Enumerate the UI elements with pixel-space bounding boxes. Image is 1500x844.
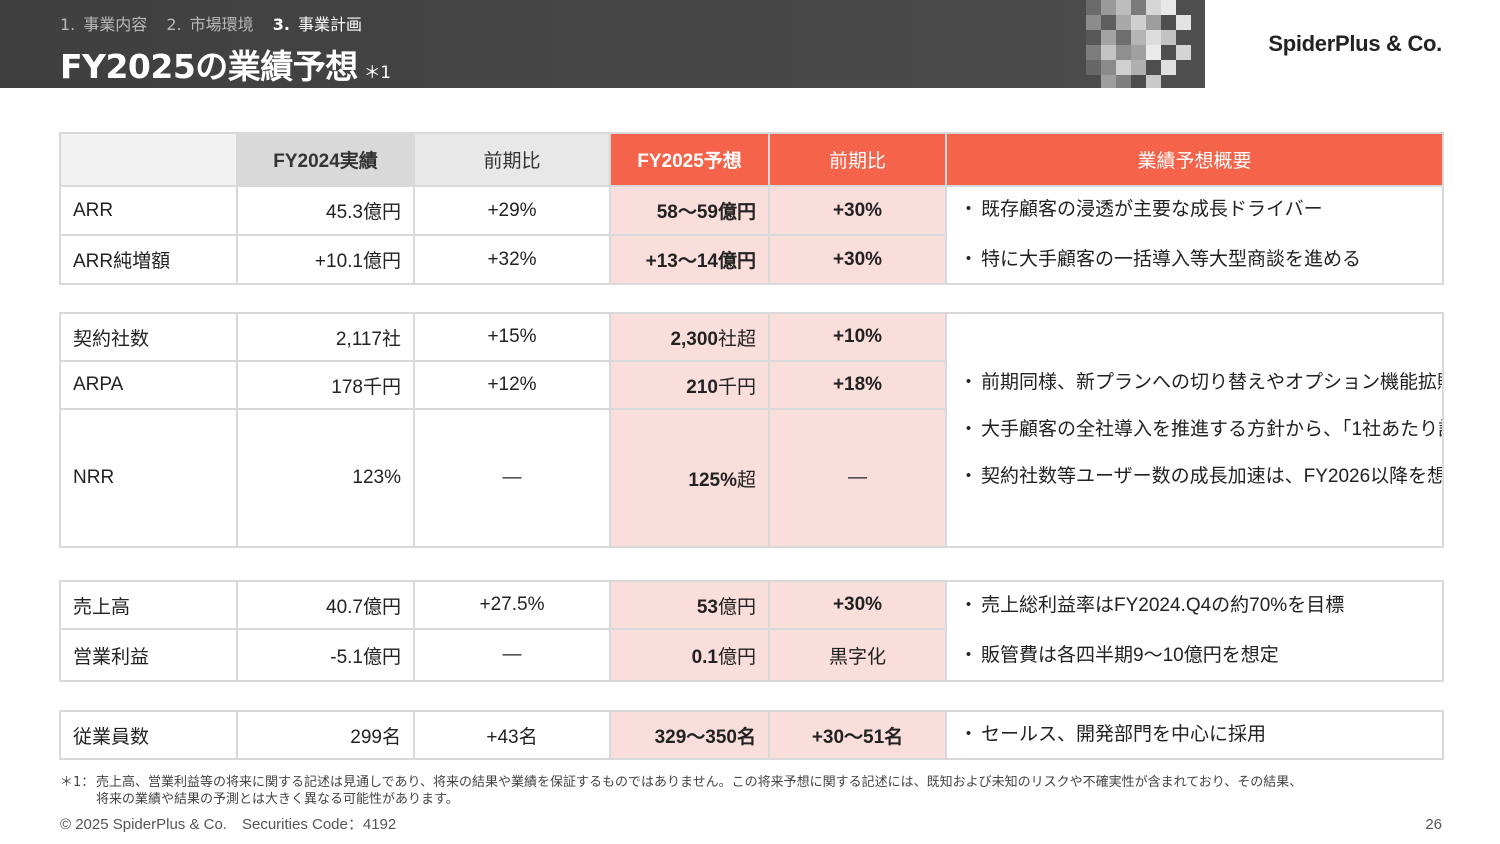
row-label: 従業員数 <box>59 710 238 760</box>
page-number: 26 <box>1425 816 1442 833</box>
fy2024-value: -5.1億円 <box>236 628 415 682</box>
header-fy2025: FY2025予想 <box>609 132 770 187</box>
header-yoy-2025: 前期比 <box>768 132 947 187</box>
summary-bullet: ・売上総利益率はFY2024.Q4の約70%を目標 <box>959 595 1345 616</box>
fy2024-value: 178千円 <box>236 360 415 410</box>
mosaic-pattern <box>1086 0 1191 88</box>
footnote: ＊1： 売上高、営業利益等の将来に関する記述は見通しであり、将来の結果や業績を保証… <box>60 774 1460 808</box>
table-header-row: FY2024実績 前期比 FY2025予想 前期比 業績予想概要 <box>59 132 1444 187</box>
yoy-2025-value: +30% <box>768 580 947 630</box>
title-footnote-mark: ＊1 <box>363 63 391 83</box>
summary-cell: ・セールス、開発部門を中心に採用 <box>945 710 1444 760</box>
fy2025-value: 329～350名 <box>609 710 770 760</box>
footnote-mark: ＊1： <box>60 775 95 790</box>
fy2024-value: 123% <box>236 408 415 548</box>
breadcrumb-num-3: 3. <box>272 15 290 34</box>
fy2025-value: 58～59億円 <box>609 185 770 236</box>
table-row: NRR 123% ― 125%超 ― <box>59 408 1443 548</box>
breadcrumb-item-3[interactable]: 事業計画 <box>297 15 362 34</box>
summary-bullet: ・特に大手顧客の一括導入等大型商談を進める <box>959 249 1362 270</box>
row-label: ARR <box>59 185 238 236</box>
yoy-2024-value: +32% <box>413 234 611 285</box>
breadcrumb-item-1[interactable]: 事業内容 <box>83 15 148 34</box>
logo-area: SpiderPlus & Co. <box>1205 0 1500 88</box>
footnote-line-2: 将来の業績や結果の予測とは大きく異なる可能性があります。 <box>96 792 459 807</box>
row-label: 契約社数 <box>59 312 238 362</box>
fy2025-value: +13～14億円 <box>609 234 770 285</box>
table-row: ARPA 178千円 +12% 210千円 +18% <box>59 360 1443 410</box>
row-label: 営業利益 <box>59 628 238 682</box>
yoy-2024-value: +43名 <box>413 710 611 760</box>
breadcrumb-item-2[interactable]: 市場環境 <box>189 15 254 34</box>
summary-bullet: ・セールス、開発部門を中心に採用 <box>959 724 1267 745</box>
yoy-2024-value: +12% <box>413 360 611 410</box>
yoy-2024-value: ― <box>413 628 611 682</box>
fy2024-value: +10.1億円 <box>236 234 415 285</box>
header-bar: 1. 事業内容 2. 市場環境 3. 事業計画 FY2025の業績予想 ＊1 Spide… <box>0 0 1500 88</box>
yoy-2024-value: +27.5% <box>413 580 611 630</box>
yoy-2025-value: 黒字化 <box>768 628 947 682</box>
breadcrumb: 1. 事業内容 2. 市場環境 3. 事業計画 <box>60 11 376 35</box>
row-label: 売上高 <box>59 580 238 630</box>
summary-bullet: ・販管費は各四半期9～10億円を想定 <box>959 645 1279 666</box>
forecast-table-customers: 契約社数 2,117社 +15% 2,300社超 +10% ・前期同様、新プラン… <box>59 312 1444 548</box>
yoy-2025-value: +18% <box>768 360 947 410</box>
yoy-2024-value: +29% <box>413 185 611 236</box>
yoy-2025-value: +10% <box>768 312 947 362</box>
yoy-2024-value: ― <box>413 408 611 548</box>
fy2024-value: 299名 <box>236 710 415 760</box>
summary-cell: ・前期同様、新プランへの切り替えやオプション機能拡販に注力 ・大手顧客の全社導入… <box>945 312 1444 548</box>
fy2024-value: 45.3億円 <box>236 185 415 236</box>
table-row: 営業利益 -5.1億円 ― 0.1億円 黒字化 <box>59 628 1443 682</box>
yoy-2024-value: +15% <box>413 312 611 362</box>
yoy-2025-value: ― <box>768 408 947 548</box>
breadcrumb-num-2: 2. <box>166 15 182 34</box>
fy2025-value: 210千円 <box>609 360 770 410</box>
header-yoy-2024: 前期比 <box>413 132 611 187</box>
table-row: 売上高 40.7億円 +27.5% 53億円 +30% ・売上総利益率はFY20… <box>59 580 1444 682</box>
table-row: ARR 45.3億円 +29% 58～59億円 +30% ・既存顧客の浸透が主要… <box>59 185 1444 285</box>
fy2025-value: 2,300社超 <box>609 312 770 362</box>
page-title: FY2025の業績予想 ＊1 <box>60 40 391 88</box>
table-row: ARR純増額 +10.1億円 +32% +13～14億円 +30% <box>59 234 1443 285</box>
header-summary: 業績予想概要 <box>945 132 1444 187</box>
page-title-text: FY2025の業績予想 <box>60 47 358 86</box>
summary-bullet: ・既存顧客の浸透が主要な成長ドライバー <box>959 199 1323 220</box>
fy2024-value: 40.7億円 <box>236 580 415 630</box>
yoy-2025-value: +30～51名 <box>768 710 947 760</box>
copyright: © 2025 SpiderPlus & Co. Securities Code：… <box>60 816 397 833</box>
row-label: ARPA <box>59 360 238 410</box>
row-label: NRR <box>59 408 238 548</box>
breadcrumb-num-1: 1. <box>60 15 76 34</box>
yoy-2025-value: +30% <box>768 185 947 236</box>
summary-bullet: ・大手顧客の全社導入を推進する方針から、「1社あたり課金額（ARPA）」を注力K… <box>959 419 1441 440</box>
table-row: 契約社数 2,117社 +15% 2,300社超 +10% ・前期同様、新プラン… <box>59 312 1444 548</box>
forecast-table-arr: FY2024実績 前期比 FY2025予想 前期比 業績予想概要 ARR 45.… <box>59 132 1444 285</box>
summary-bullet: ・前期同様、新プランへの切り替えやオプション機能拡販に注力 <box>959 372 1441 393</box>
forecast-table-employees: 従業員数 299名 +43名 329～350名 +30～51名 ・セールス、開発… <box>59 710 1444 760</box>
row-label: ARR純増額 <box>59 234 238 285</box>
fy2025-value: 53億円 <box>609 580 770 630</box>
footnote-line-1: 売上高、営業利益等の将来に関する記述は見通しであり、将来の結果や業績を保証するも… <box>96 775 1303 790</box>
header-fy2024: FY2024実績 <box>236 132 415 187</box>
fy2025-value: 125%超 <box>609 408 770 548</box>
summary-cell: ・売上総利益率はFY2024.Q4の約70%を目標 ・販管費は各四半期9～10億… <box>945 580 1444 682</box>
table-row: 従業員数 299名 +43名 329～350名 +30～51名 ・セールス、開発… <box>59 710 1444 760</box>
summary-bullet: ・契約社数等ユーザー数の成長加速は、FY2026以降を想定 <box>959 466 1443 487</box>
fy2025-value: 0.1億円 <box>609 628 770 682</box>
fy2024-value: 2,117社 <box>236 312 415 362</box>
company-logo: SpiderPlus & Co. <box>1268 31 1442 56</box>
forecast-table-pl: 売上高 40.7億円 +27.5% 53億円 +30% ・売上総利益率はFY20… <box>59 580 1444 682</box>
header-blank <box>59 132 238 187</box>
yoy-2025-value: +30% <box>768 234 947 285</box>
summary-cell: ・既存顧客の浸透が主要な成長ドライバー ・特に大手顧客の一括導入等大型商談を進め… <box>945 185 1444 285</box>
